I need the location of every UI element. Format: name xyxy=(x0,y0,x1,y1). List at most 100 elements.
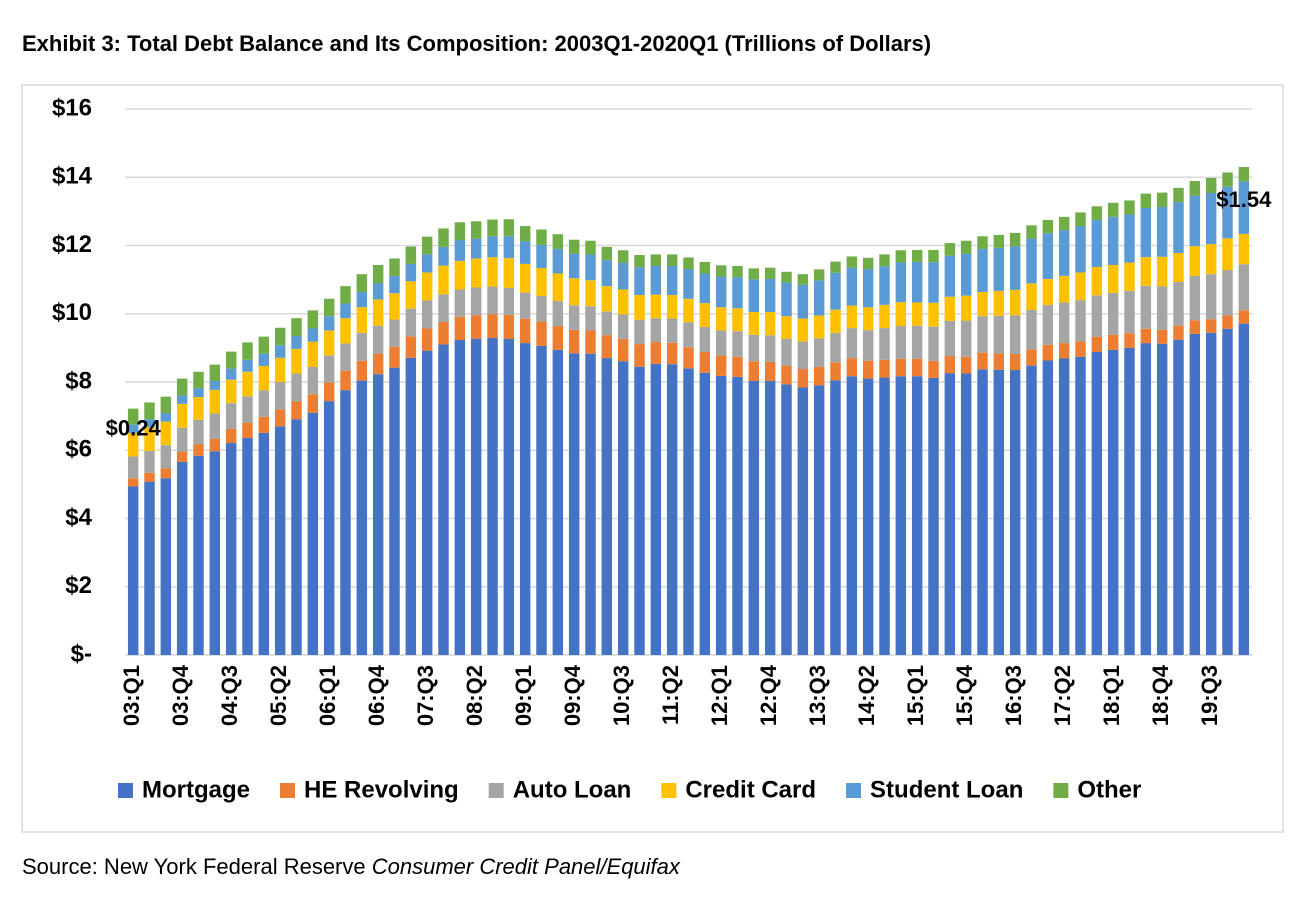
bar-segment xyxy=(879,359,890,378)
bar-segment xyxy=(634,366,645,655)
bar-segment xyxy=(568,329,580,354)
bar-segment xyxy=(291,318,302,336)
x-tick-label: 09:Q4 xyxy=(560,664,585,726)
bar-segment xyxy=(519,226,531,242)
bar-segment xyxy=(1205,274,1217,320)
bar-segment xyxy=(797,341,809,370)
bar-segment xyxy=(944,320,956,357)
bar-segment xyxy=(144,419,155,428)
bar-segment xyxy=(666,342,678,365)
bar-segment xyxy=(1156,192,1168,207)
bar-segment xyxy=(928,377,939,655)
bar-segment xyxy=(209,413,221,439)
bar-segment xyxy=(1107,349,1119,655)
bar-segment xyxy=(536,244,547,269)
bar-segment xyxy=(1156,329,1168,344)
bar-segment xyxy=(977,352,988,370)
bar-segment xyxy=(617,361,629,655)
bar-segment xyxy=(699,273,711,304)
bar-segment xyxy=(813,366,825,386)
bar-segment xyxy=(1124,347,1135,655)
bar-segment xyxy=(225,368,237,380)
bar-segment xyxy=(1009,289,1021,316)
bar-segment xyxy=(144,427,155,451)
bar-segment xyxy=(1042,304,1054,345)
bar-segment xyxy=(519,263,531,293)
bar-segment xyxy=(209,364,221,381)
bar-segment xyxy=(813,280,825,316)
bar-segment xyxy=(977,291,988,317)
bar-segment xyxy=(1140,285,1152,329)
bar-segment xyxy=(715,355,727,376)
x-tick-label: 07:Q3 xyxy=(413,665,438,726)
bar-segment xyxy=(274,409,286,427)
bar-segment xyxy=(617,314,629,339)
bar-segment xyxy=(732,265,743,278)
bar-segment xyxy=(846,376,858,655)
bar-segment xyxy=(176,395,188,404)
y-tick-label: $2 xyxy=(65,572,92,599)
bar-segment xyxy=(1026,349,1037,366)
bar-segment xyxy=(666,364,678,655)
y-tick-label: $14 xyxy=(52,163,93,190)
bar-segment xyxy=(617,250,629,263)
bar-segment xyxy=(830,261,841,273)
bar-segment xyxy=(389,258,400,276)
y-tick-label: $12 xyxy=(52,231,92,258)
bar-segment xyxy=(438,294,449,322)
bar-segment xyxy=(274,382,286,410)
bar-segment xyxy=(1205,177,1217,193)
x-tick-label: 05:Q2 xyxy=(266,665,291,726)
bar-segment xyxy=(1107,216,1119,265)
bar-segment xyxy=(764,267,776,279)
bar-segment xyxy=(568,239,580,254)
bar-segment xyxy=(258,432,270,655)
bar-segment xyxy=(536,296,547,322)
bar-segment xyxy=(993,369,1005,655)
bar-segment xyxy=(307,366,319,395)
bar-segment xyxy=(552,234,564,249)
source: Source: New York Federal Reserve Consume… xyxy=(22,854,681,879)
bar-segment xyxy=(340,318,351,344)
bar-segment xyxy=(1075,212,1086,227)
bar-segment xyxy=(960,240,972,254)
bar-segment xyxy=(519,318,531,344)
x-tick-label: 12:Q4 xyxy=(756,664,781,726)
bar-segment xyxy=(993,247,1005,291)
bar-segment xyxy=(176,427,188,452)
bar-segment xyxy=(323,355,335,383)
bar-segment xyxy=(372,264,384,284)
bar-segment xyxy=(666,254,678,266)
bar-segment xyxy=(650,254,662,266)
y-tick-label: $- xyxy=(71,640,92,667)
bar-segment xyxy=(1091,295,1103,337)
bar-segment xyxy=(356,332,368,361)
bar-segment xyxy=(323,401,335,655)
bar-segment xyxy=(732,277,743,309)
bar-segment xyxy=(568,305,580,330)
bar-segment xyxy=(487,337,498,655)
bar-segment xyxy=(830,272,841,310)
bar-segment xyxy=(585,240,596,255)
bar-segment xyxy=(372,353,384,375)
bar-segment xyxy=(487,219,498,237)
x-tick-label: 18:Q1 xyxy=(1099,665,1124,726)
bar-segment xyxy=(732,356,743,377)
bar-segment xyxy=(421,350,433,655)
bar-segment xyxy=(895,376,907,655)
bar-segment xyxy=(944,243,956,256)
bar-segment xyxy=(1026,283,1037,310)
x-tick-label: 04:Q3 xyxy=(217,665,242,726)
bar-segment xyxy=(503,314,515,340)
bar-segment xyxy=(291,373,302,402)
bar-segment xyxy=(209,380,221,390)
bar-segment xyxy=(1107,292,1119,335)
x-tick-label: 06:Q4 xyxy=(364,664,389,726)
bar-segment xyxy=(225,351,237,369)
bar-segment xyxy=(1173,253,1184,283)
bar-segment xyxy=(274,345,286,358)
bar-segment xyxy=(895,262,907,303)
bar-segment xyxy=(617,262,629,290)
bar-segment xyxy=(944,296,956,321)
bar-segment xyxy=(585,254,596,281)
